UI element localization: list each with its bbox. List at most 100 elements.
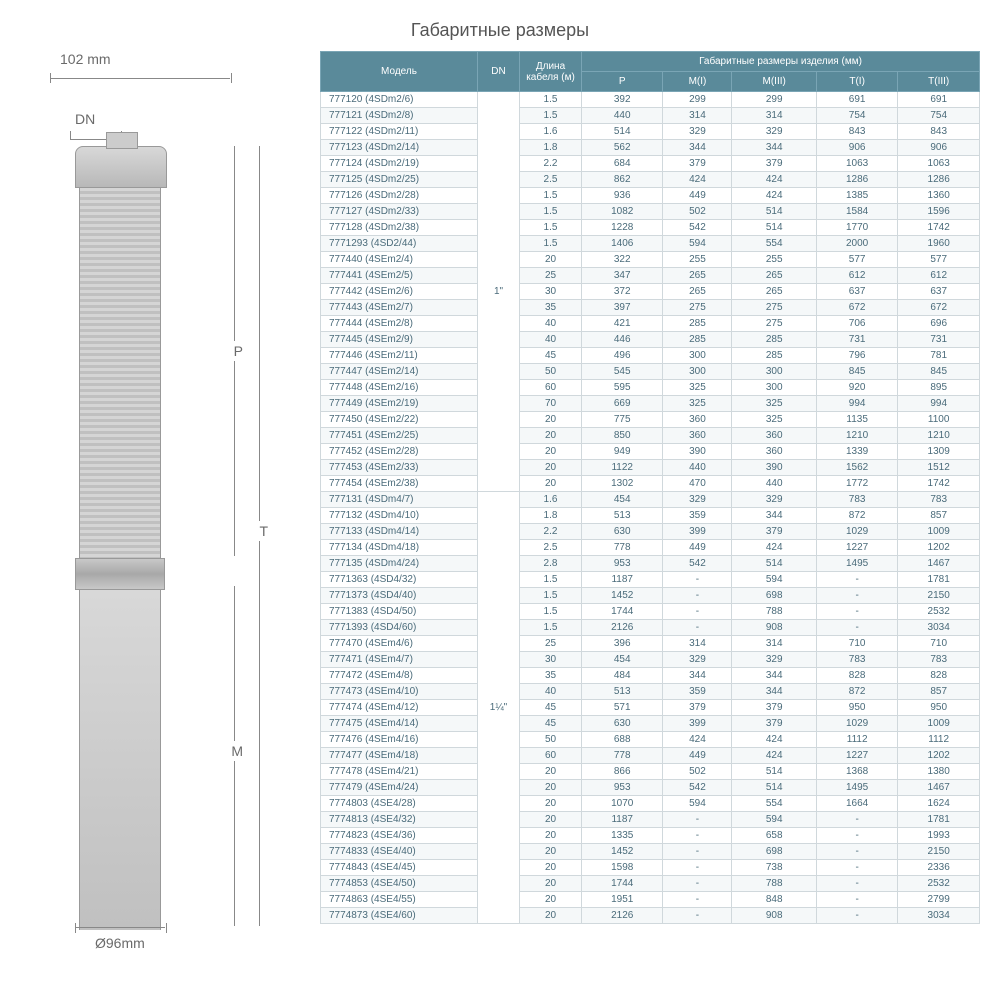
cell-t1: 843 (816, 124, 897, 140)
cell-p: 1598 (582, 860, 663, 876)
table-row: 777477 (4SEm4/18)6077844942412271202 (321, 748, 980, 764)
cell-p: 1335 (582, 828, 663, 844)
cell-t3: 2150 (898, 588, 980, 604)
cell-m1: 594 (663, 796, 732, 812)
cell-p: 1187 (582, 572, 663, 588)
cell-t3: 783 (898, 492, 980, 508)
table-row: 777450 (4SEm2/22)2077536032511351100 (321, 412, 980, 428)
cell-t3: 1380 (898, 764, 980, 780)
cell-cable: 1.5 (520, 92, 582, 108)
cell-t3: 1009 (898, 524, 980, 540)
cell-m1: 299 (663, 92, 732, 108)
cell-m1: 440 (663, 460, 732, 476)
cell-p: 949 (582, 444, 663, 460)
cell-t3: 1467 (898, 556, 980, 572)
cell-t3: 1512 (898, 460, 980, 476)
cell-model: 777446 (4SEm2/11) (321, 348, 478, 364)
table-row: 777472 (4SEm4/8)35484344344828828 (321, 668, 980, 684)
table-row: 777127 (4SDm2/33)1.5108250251415841596 (321, 204, 980, 220)
table-row: 777447 (4SEm2/14)50545300300845845 (321, 364, 980, 380)
cell-t1: 1063 (816, 156, 897, 172)
cell-m1: 359 (663, 508, 732, 524)
cell-m3: 424 (732, 172, 816, 188)
cell-t3: 2532 (898, 604, 980, 620)
table-row: 7771373 (4SD4/40)1.51452-698-2150 (321, 588, 980, 604)
cell-t1: - (816, 604, 897, 620)
cell-m1: - (663, 844, 732, 860)
cell-cable: 35 (520, 668, 582, 684)
cell-dn: 1¼" (478, 492, 520, 924)
cell-m1: 314 (663, 108, 732, 124)
cell-t1: 796 (816, 348, 897, 364)
cell-m1: 255 (663, 252, 732, 268)
dim-m-label: M (229, 741, 245, 761)
cell-p: 454 (582, 652, 663, 668)
cell-cable: 20 (520, 460, 582, 476)
cell-m1: 379 (663, 156, 732, 172)
cell-model: 7771373 (4SD4/40) (321, 588, 478, 604)
cell-m3: 360 (732, 428, 816, 444)
cell-m1: - (663, 572, 732, 588)
cell-t1: 994 (816, 396, 897, 412)
cell-m3: 514 (732, 556, 816, 572)
cell-p: 630 (582, 716, 663, 732)
cell-p: 862 (582, 172, 663, 188)
cell-m1: 542 (663, 780, 732, 796)
th-t3: T(III) (898, 72, 980, 92)
cell-cable: 1.5 (520, 588, 582, 604)
cell-t3: 906 (898, 140, 980, 156)
cell-t1: 577 (816, 252, 897, 268)
cell-t3: 731 (898, 332, 980, 348)
th-cable: Длина кабеля (м) (520, 52, 582, 92)
cell-t3: 895 (898, 380, 980, 396)
cell-t1: 2000 (816, 236, 897, 252)
cell-p: 866 (582, 764, 663, 780)
pump-diagram: 102 mm DN P T M Ø96mm (20, 51, 300, 951)
cell-t3: 754 (898, 108, 980, 124)
table-row: 777444 (4SEm2/8)40421285275706696 (321, 316, 980, 332)
cell-t3: 828 (898, 668, 980, 684)
cell-cable: 50 (520, 364, 582, 380)
cell-t1: 1562 (816, 460, 897, 476)
cell-m3: 554 (732, 796, 816, 812)
cell-t3: 857 (898, 508, 980, 524)
table-row: 777132 (4SDm4/10)1.8513359344872857 (321, 508, 980, 524)
cell-t3: 2799 (898, 892, 980, 908)
cell-m3: 514 (732, 204, 816, 220)
cell-cable: 20 (520, 876, 582, 892)
cell-p: 778 (582, 748, 663, 764)
cell-t1: 920 (816, 380, 897, 396)
cell-t3: 994 (898, 396, 980, 412)
cell-model: 777132 (4SDm4/10) (321, 508, 478, 524)
table-row: 7774853 (4SE4/50)201744-788-2532 (321, 876, 980, 892)
dn-label: DN (75, 111, 95, 127)
cell-t3: 1309 (898, 444, 980, 460)
cell-m1: 449 (663, 748, 732, 764)
cell-t3: 1360 (898, 188, 980, 204)
cell-model: 777133 (4SDm4/14) (321, 524, 478, 540)
cell-m3: 424 (732, 732, 816, 748)
cell-m1: - (663, 604, 732, 620)
cell-t3: 783 (898, 652, 980, 668)
cell-p: 775 (582, 412, 663, 428)
cell-m1: - (663, 908, 732, 924)
cell-m1: 379 (663, 700, 732, 716)
cell-p: 595 (582, 380, 663, 396)
table-row: 777445 (4SEm2/9)40446285285731731 (321, 332, 980, 348)
cell-model: 777440 (4SEm2/4) (321, 252, 478, 268)
cell-p: 630 (582, 524, 663, 540)
cell-cable: 45 (520, 348, 582, 364)
cell-t3: 781 (898, 348, 980, 364)
cell-cable: 2.8 (520, 556, 582, 572)
cell-model: 7774863 (4SE4/55) (321, 892, 478, 908)
cell-cable: 30 (520, 652, 582, 668)
cell-cable: 25 (520, 268, 582, 284)
cell-p: 778 (582, 540, 663, 556)
table-row: 777131 (4SDm4/7)1¼"1.6454329329783783 (321, 492, 980, 508)
cell-cable: 20 (520, 828, 582, 844)
cell-cable: 1.5 (520, 604, 582, 620)
pump-body (75, 146, 165, 926)
cell-cable: 2.2 (520, 156, 582, 172)
cell-t3: 1993 (898, 828, 980, 844)
cell-model: 7771293 (4SD2/44) (321, 236, 478, 252)
